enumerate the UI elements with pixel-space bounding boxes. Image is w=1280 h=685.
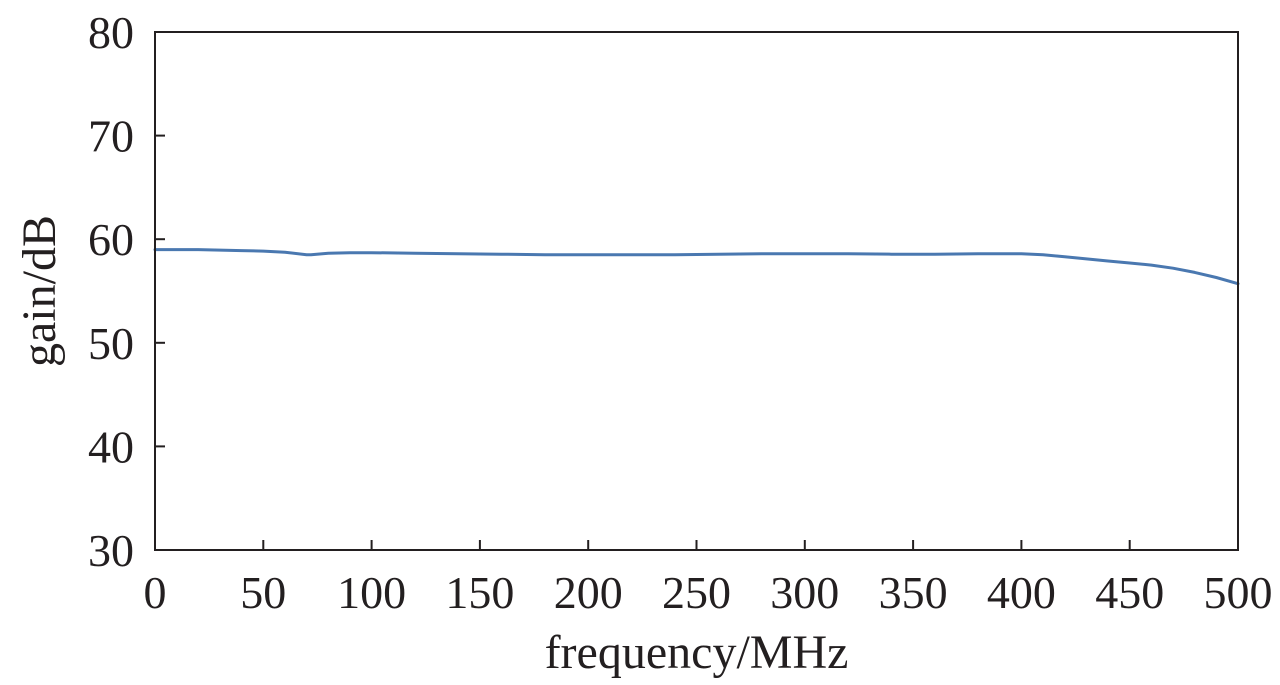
x-tick-label: 0 — [144, 567, 167, 618]
y-tick-label: 60 — [88, 214, 134, 265]
x-tick-label: 400 — [987, 567, 1056, 618]
x-axis-title: frequency/MHz — [545, 626, 849, 679]
x-tick-label: 200 — [554, 567, 623, 618]
x-tick-label: 250 — [662, 567, 731, 618]
y-axis-title: gain/dB — [13, 215, 66, 367]
y-tick-label: 40 — [88, 421, 134, 472]
labels-layer: 0 50 100 150 200 250 300 350 400 450 500 30 40 50 60 70… — [88, 7, 1273, 618]
y-tick-label: 50 — [88, 318, 134, 369]
x-tick-label: 300 — [770, 567, 839, 618]
x-tick-label: 450 — [1095, 567, 1164, 618]
y-tick-label: 80 — [88, 7, 134, 58]
x-tick-label: 150 — [445, 567, 514, 618]
x-tick-label: 100 — [337, 567, 406, 618]
ticks-layer — [154, 31, 1239, 551]
y-tick-label: 70 — [88, 111, 134, 162]
x-tick-label: 350 — [879, 567, 948, 618]
y-tick-label: 30 — [88, 525, 134, 576]
series-layer — [153, 248, 1240, 286]
gain-series-line — [153, 248, 1240, 286]
x-tick-label: 50 — [240, 567, 286, 618]
x-tick-label: 500 — [1204, 567, 1273, 618]
plot-frame — [154, 31, 1239, 551]
